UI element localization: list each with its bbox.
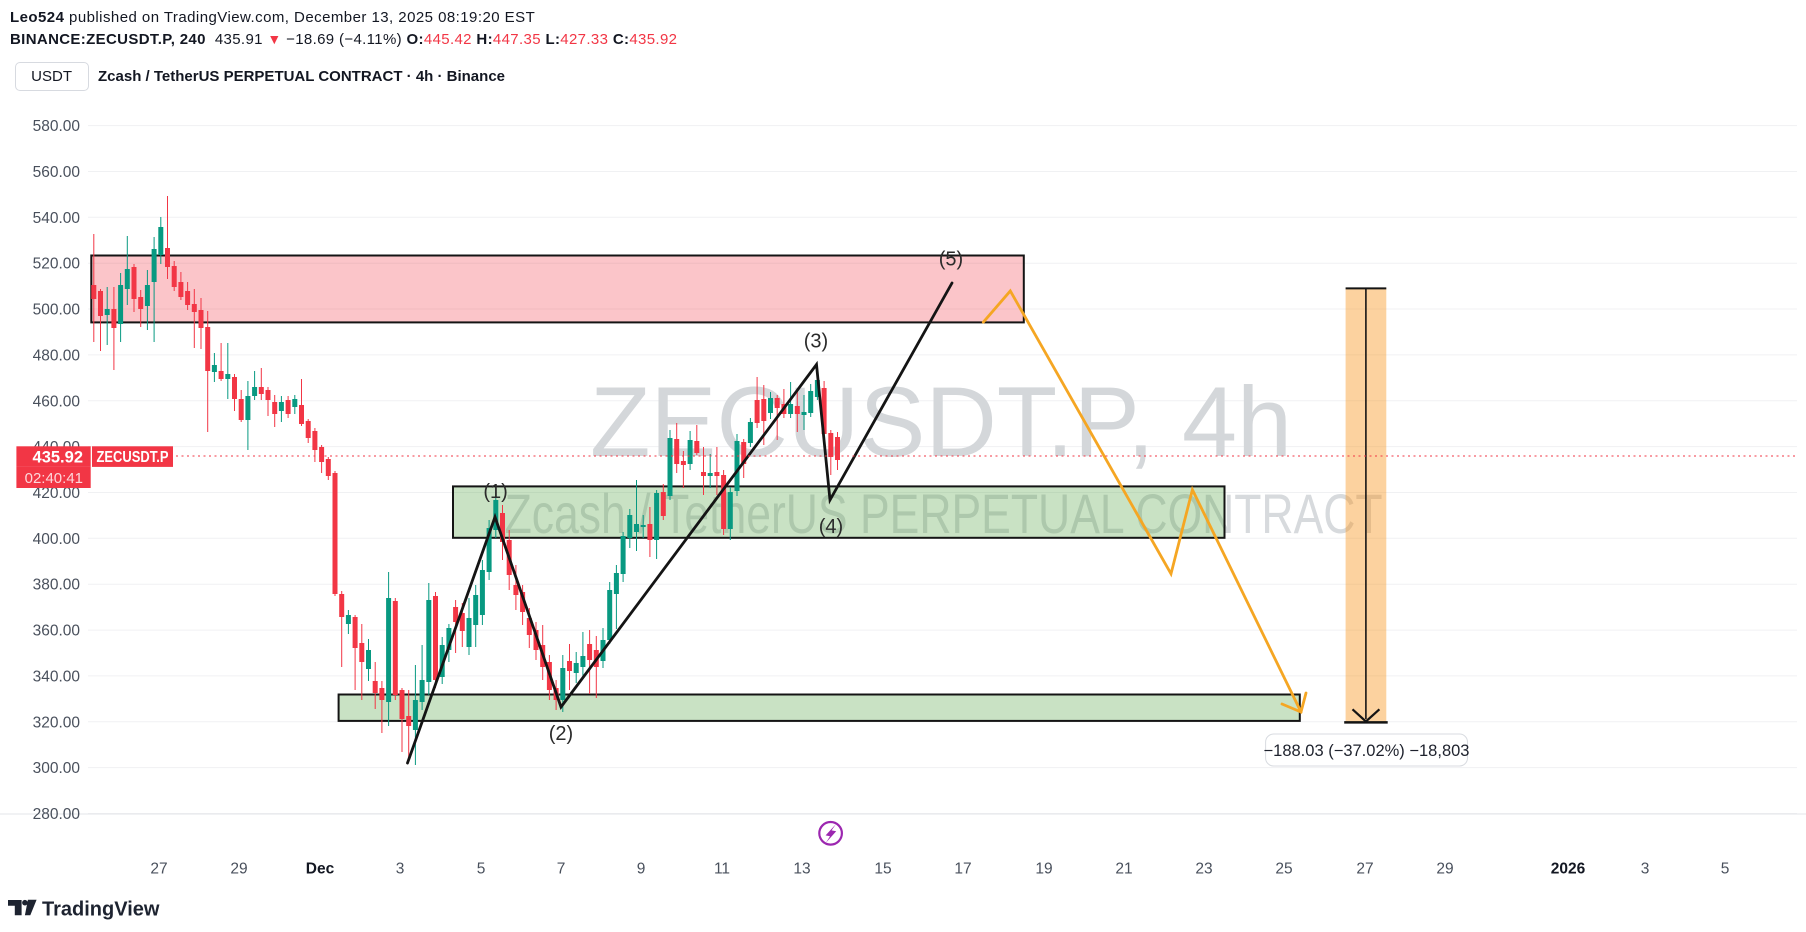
- svg-text:500.00: 500.00: [33, 302, 81, 319]
- svg-text:02:40:41: 02:40:41: [25, 470, 83, 487]
- svg-text:380.00: 380.00: [33, 577, 81, 594]
- svg-text:27: 27: [150, 861, 167, 878]
- svg-text:320.00: 320.00: [33, 714, 81, 731]
- svg-text:5: 5: [1721, 861, 1730, 878]
- svg-text:2026: 2026: [1551, 861, 1586, 878]
- svg-text:460.00: 460.00: [33, 393, 81, 410]
- svg-text:23: 23: [1195, 861, 1212, 878]
- svg-text:580.00: 580.00: [33, 118, 81, 135]
- svg-text:(3): (3): [804, 331, 828, 353]
- svg-text:(2): (2): [549, 723, 573, 745]
- svg-text:ZECUSDT.P, 4h: ZECUSDT.P, 4h: [590, 366, 1292, 477]
- svg-text:340.00: 340.00: [33, 668, 81, 685]
- svg-text:435.92: 435.92: [33, 448, 83, 466]
- svg-text:280.00: 280.00: [33, 806, 81, 823]
- svg-text:13: 13: [793, 861, 810, 878]
- svg-text:9: 9: [637, 861, 646, 878]
- svg-text:27: 27: [1356, 861, 1373, 878]
- svg-text:11: 11: [714, 861, 730, 878]
- svg-text:3: 3: [396, 861, 405, 878]
- svg-text:(4): (4): [819, 516, 843, 538]
- svg-text:(1): (1): [483, 481, 507, 503]
- svg-text:3: 3: [1641, 861, 1650, 878]
- svg-text:(5): (5): [939, 249, 963, 271]
- svg-text:5: 5: [477, 861, 486, 878]
- svg-text:−188.03 (−37.02%) −18,803: −188.03 (−37.02%) −18,803: [1264, 742, 1470, 760]
- svg-text:360.00: 360.00: [33, 623, 81, 640]
- svg-text:420.00: 420.00: [33, 485, 81, 502]
- svg-text:560.00: 560.00: [33, 164, 81, 181]
- svg-text:520.00: 520.00: [33, 256, 81, 273]
- svg-text:540.00: 540.00: [33, 210, 81, 227]
- svg-text:21: 21: [1115, 861, 1132, 878]
- svg-text:15: 15: [874, 861, 891, 878]
- svg-text:TradingView: TradingView: [42, 899, 160, 921]
- svg-text:29: 29: [230, 861, 247, 878]
- svg-text:Dec: Dec: [306, 861, 335, 878]
- svg-text:19: 19: [1035, 861, 1052, 878]
- svg-text:29: 29: [1436, 861, 1453, 878]
- svg-text:7: 7: [557, 861, 566, 878]
- svg-text:ZECUSDT.P: ZECUSDT.P: [97, 449, 169, 466]
- svg-text:400.00: 400.00: [33, 531, 81, 548]
- svg-text:17: 17: [954, 861, 971, 878]
- svg-text:480.00: 480.00: [33, 347, 81, 364]
- svg-text:25: 25: [1275, 861, 1292, 878]
- svg-text:300.00: 300.00: [33, 760, 81, 777]
